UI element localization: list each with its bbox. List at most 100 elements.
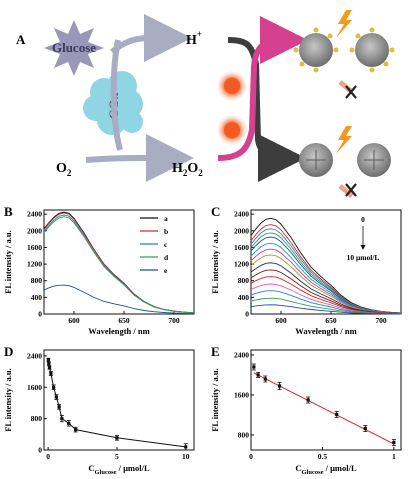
y-tick-label: 0 bbox=[38, 446, 42, 455]
x-axis-label-sub: Glucose bbox=[301, 469, 323, 476]
plot-frame bbox=[250, 349, 402, 451]
o2-label: O2 bbox=[56, 161, 72, 178]
data-point bbox=[54, 395, 58, 399]
series-group bbox=[250, 217, 402, 315]
chart-d: 0 5 10 0 800 1600 2400 FL intensity / a.u. D CGlu… bbox=[3, 344, 195, 476]
y-axis-label: FL intensity / a.u. bbox=[210, 368, 220, 432]
o2-to-h2o2-arrow bbox=[85, 134, 194, 182]
chart-e: 0 0.5 1 800 1600 2400 FL intensity / a.u. E CGlu… bbox=[210, 344, 402, 476]
y-tick-label: 1200 bbox=[234, 260, 249, 269]
reaction-scheme: A Glucose GOx H+ O2 H2O2 bbox=[16, 10, 395, 198]
y-tick-label: 0 bbox=[245, 310, 249, 319]
glucose-label: Glucose bbox=[52, 40, 96, 55]
legend-label-d: d bbox=[164, 253, 169, 262]
data-point bbox=[47, 362, 51, 366]
series-line-10 bbox=[250, 276, 402, 315]
fit-line bbox=[253, 372, 395, 445]
h2o2-label: H2O2 bbox=[172, 161, 203, 178]
x-tick-label: 650 bbox=[118, 316, 130, 325]
x-axis-label: Wavelength / nm bbox=[88, 326, 149, 336]
x-axis-label-main: C bbox=[88, 463, 94, 473]
glucose-star-icon bbox=[44, 20, 104, 76]
series-line-a bbox=[43, 211, 195, 314]
nanoparticle-icon bbox=[299, 143, 333, 177]
x-tick-label: 650 bbox=[325, 316, 337, 325]
data-point bbox=[335, 412, 339, 417]
trend-line bbox=[47, 359, 186, 448]
annotation-end: 10 μmol/L bbox=[347, 253, 380, 262]
series-line-c bbox=[43, 214, 195, 314]
y-tick-label: 1200 bbox=[27, 260, 42, 269]
cross-mark-icon bbox=[338, 80, 357, 99]
y-tick-label: 1600 bbox=[27, 383, 42, 392]
x-tick-label: 700 bbox=[168, 316, 180, 325]
y-tick-label: 400 bbox=[31, 293, 43, 302]
data-point bbox=[392, 440, 396, 445]
y-tick-label: 0 bbox=[38, 310, 42, 319]
y-tick-label: 400 bbox=[238, 293, 250, 302]
data-point bbox=[256, 373, 260, 377]
gox-connector bbox=[110, 39, 123, 151]
x-axis-label-sub: Glucose bbox=[94, 469, 116, 476]
annotation-start: 0 bbox=[361, 215, 365, 224]
panel-label: B bbox=[4, 204, 13, 219]
y-tick-label: 2000 bbox=[234, 226, 249, 235]
data-point bbox=[252, 365, 256, 369]
x-axis-label: CGlucose / μmol/L bbox=[295, 463, 357, 476]
plot-frame bbox=[43, 209, 195, 315]
x-axis-label: Wavelength / nm bbox=[295, 326, 356, 336]
data-point bbox=[277, 384, 282, 388]
x-axis-label: CGlucose / μmol/L bbox=[88, 463, 150, 476]
panel-label: C bbox=[211, 204, 220, 219]
x-tick-label: 5 bbox=[115, 452, 119, 461]
x-tick-label: 600 bbox=[68, 316, 80, 325]
data-point bbox=[67, 421, 71, 425]
y-axis-label: FL intensity / a.u. bbox=[3, 230, 13, 294]
x-axis-label-unit: / μmol/L bbox=[324, 463, 357, 473]
series-line-2 bbox=[250, 228, 402, 314]
series-line-10 μmol/L bbox=[250, 304, 402, 315]
data-point bbox=[184, 445, 188, 449]
y-tick-label: 2400 bbox=[234, 351, 249, 360]
legend-label-b: b bbox=[164, 227, 168, 236]
series-line-d bbox=[43, 216, 195, 314]
x-axis-label-unit: / μmol/L bbox=[117, 463, 150, 473]
y-tick-label: 2400 bbox=[234, 210, 249, 219]
series-line-b bbox=[43, 212, 195, 314]
dots-to-np-arrow bbox=[217, 16, 308, 161]
glucose-to-hplus-arrow bbox=[110, 14, 192, 62]
lightning-icon bbox=[336, 10, 352, 38]
y-tick-label: 1600 bbox=[234, 243, 249, 252]
x-tick-label: 700 bbox=[375, 316, 387, 325]
legend-label-a: a bbox=[164, 214, 168, 223]
chart-c: 600 650 700 0 400 800 1200 1600 2000 2400 FL inten… bbox=[210, 204, 402, 336]
hplus-label: H+ bbox=[186, 29, 202, 48]
data-point bbox=[57, 405, 61, 409]
series-line-4 bbox=[250, 236, 402, 314]
x-tick-label: 0 bbox=[46, 452, 50, 461]
nanoparticle-icon bbox=[357, 143, 391, 177]
data-point bbox=[74, 428, 78, 432]
x-tick-label: 0.5 bbox=[318, 452, 328, 461]
x-axis-label-main: C bbox=[295, 463, 301, 473]
y-tick-label: 2400 bbox=[27, 351, 42, 360]
nanoparticle-icon bbox=[293, 27, 339, 73]
chart-b: 600 650 700 0 400 800 1200 1600 2000 2400 FL inten… bbox=[3, 204, 195, 336]
x-tick-label: 0 bbox=[249, 452, 253, 461]
y-tick-label: 800 bbox=[238, 276, 250, 285]
data-point bbox=[47, 366, 52, 370]
y-tick-label: 800 bbox=[31, 414, 43, 423]
glowing-dot-icon bbox=[217, 71, 247, 101]
glowing-dot-icon bbox=[217, 115, 247, 145]
x-tick-label: 600 bbox=[275, 316, 287, 325]
data-point bbox=[60, 417, 64, 421]
y-axis-label: FL intensity / a.u. bbox=[210, 230, 220, 294]
data-point bbox=[52, 385, 56, 389]
panel-label: D bbox=[4, 344, 13, 359]
hplus-to-np-arrow bbox=[227, 37, 306, 182]
legend-label-c: c bbox=[164, 240, 168, 249]
data-point bbox=[49, 371, 53, 376]
nanoparticle-icon bbox=[349, 27, 395, 73]
y-tick-label: 2000 bbox=[27, 226, 42, 235]
series-line-e bbox=[43, 284, 195, 315]
